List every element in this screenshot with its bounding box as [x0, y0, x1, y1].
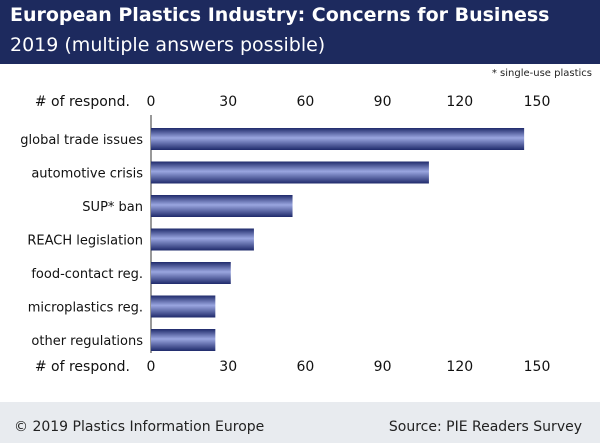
category-label-3: REACH legislation [27, 234, 143, 249]
source-text: Source: PIE Readers Survey [388, 419, 582, 435]
chart-title: European Plastics Industry: Concerns for… [10, 4, 550, 26]
tick-label-bottom-0: 0 [147, 359, 156, 375]
tick-label-bottom-30: 30 [219, 359, 237, 375]
bar-6 [151, 329, 216, 351]
axis-title-bottom: # of respond. [35, 359, 130, 375]
category-label-1: automotive crisis [31, 167, 143, 182]
tick-label-bottom-90: 90 [374, 359, 392, 375]
bar-chart: # of respond. # of respond. 0 0 30 30 60 60 90 90… [20, 94, 551, 375]
bar-4 [151, 262, 231, 284]
tick-label-bottom-60: 60 [296, 359, 314, 375]
copyright-text: © 2019 Plastics Information Europe [14, 419, 265, 435]
chart-panel: * single-use plastics # of respond. # of … [0, 64, 600, 402]
tick-label-bottom-150: 150 [524, 359, 551, 375]
chart-subtitle: 2019 (multiple answers possible) [10, 34, 326, 56]
bar-2 [151, 195, 293, 217]
bar-0 [151, 128, 525, 150]
bar-5 [151, 295, 216, 318]
axis-title-top: # of respond. [35, 94, 130, 110]
category-label-0: global trade issues [20, 133, 143, 148]
bar-3 [151, 228, 254, 251]
tick-label-top-30: 30 [219, 94, 237, 110]
footnote: * single-use plastics [491, 68, 592, 79]
tick-label-top-60: 60 [296, 94, 314, 110]
footer: © 2019 Plastics Information Europe Sourc… [0, 402, 600, 443]
tick-label-top-90: 90 [374, 94, 392, 110]
category-label-2: SUP* ban [82, 200, 143, 215]
tick-label-top-120: 120 [446, 94, 473, 110]
category-label-5: microplastics reg. [28, 301, 143, 316]
bar-1 [151, 161, 429, 184]
tick-label-bottom-120: 120 [446, 359, 473, 375]
tick-label-top-150: 150 [524, 94, 551, 110]
tick-label-top-0: 0 [147, 94, 156, 110]
category-label-6: other regulations [31, 334, 143, 349]
category-label-4: food-contact reg. [31, 267, 143, 282]
header: European Plastics Industry: Concerns for… [0, 0, 600, 64]
